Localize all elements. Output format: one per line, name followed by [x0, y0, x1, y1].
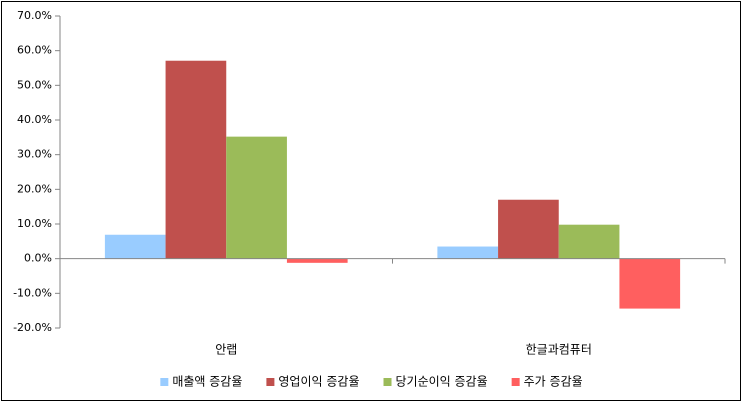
bar — [437, 246, 499, 259]
bar — [226, 136, 287, 259]
legend-label: 영업이익 증감율 — [278, 375, 359, 389]
legend-swatch — [511, 378, 520, 386]
y-tick-label: 10.0% — [17, 217, 52, 230]
legend-label: 주가 증감율 — [524, 375, 583, 389]
legend-swatch — [383, 378, 392, 386]
y-tick-label: 70.0% — [17, 9, 52, 22]
legend-label: 당기순이익 증감율 — [396, 375, 488, 389]
y-tick-label: -10.0% — [13, 286, 52, 299]
y-tick-label: -20.0% — [13, 321, 52, 334]
bar — [165, 60, 227, 259]
x-tick-label: 한글과컴퓨터 — [526, 343, 592, 357]
y-tick-label: 0.0% — [24, 252, 52, 265]
legend-label: 매출액 증감율 — [172, 375, 242, 389]
legend-swatch — [266, 378, 275, 386]
y-tick-label: 30.0% — [17, 148, 52, 161]
y-tick-label: 20.0% — [17, 182, 52, 195]
bar — [286, 258, 348, 263]
legend-swatch — [160, 378, 169, 386]
x-tick-label: 안랩 — [215, 343, 237, 357]
bar — [498, 199, 559, 259]
bar — [558, 224, 620, 259]
y-tick-label: 40.0% — [17, 113, 52, 126]
bar — [104, 234, 166, 259]
bar — [619, 258, 681, 309]
y-tick-label: 60.0% — [17, 44, 52, 57]
y-tick-label: 50.0% — [17, 78, 52, 91]
